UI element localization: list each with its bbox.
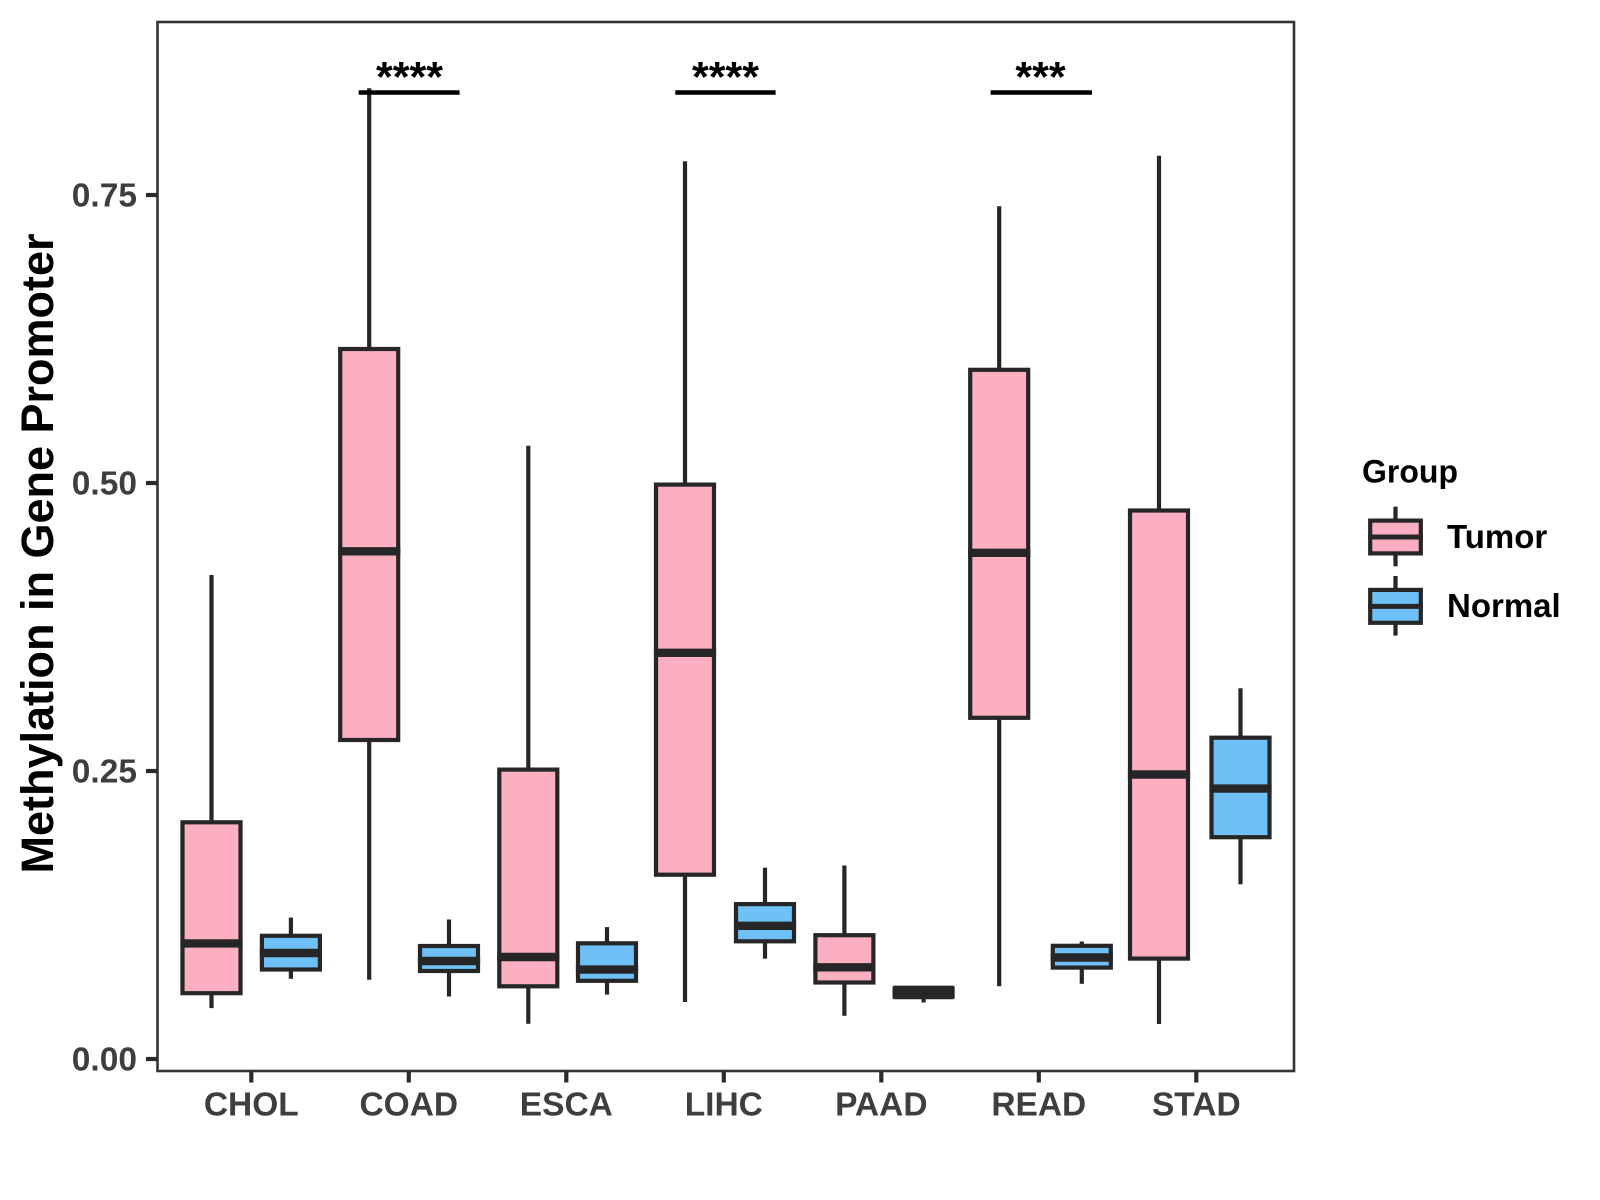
svg-text:Tumor: Tumor [1447, 518, 1547, 555]
svg-text:Group: Group [1362, 454, 1458, 490]
svg-text:Normal: Normal [1447, 587, 1561, 624]
svg-text:STAD: STAD [1152, 1087, 1241, 1124]
svg-text:****: **** [376, 54, 443, 102]
svg-text:0.50: 0.50 [72, 466, 137, 503]
svg-text:LIHC: LIHC [685, 1087, 763, 1124]
svg-text:PAAD: PAAD [835, 1087, 927, 1124]
svg-text:ESCA: ESCA [520, 1087, 613, 1124]
svg-text:Methylation in Gene Promoter: Methylation in Gene Promoter [12, 233, 63, 873]
svg-text:COAD: COAD [359, 1087, 458, 1124]
svg-text:****: **** [692, 54, 759, 102]
svg-text:***: *** [1015, 54, 1065, 102]
svg-text:0.00: 0.00 [72, 1042, 137, 1079]
svg-text:CHOL: CHOL [204, 1087, 299, 1124]
svg-text:0.25: 0.25 [72, 754, 137, 791]
svg-text:READ: READ [991, 1087, 1086, 1124]
svg-text:0.75: 0.75 [72, 178, 137, 215]
